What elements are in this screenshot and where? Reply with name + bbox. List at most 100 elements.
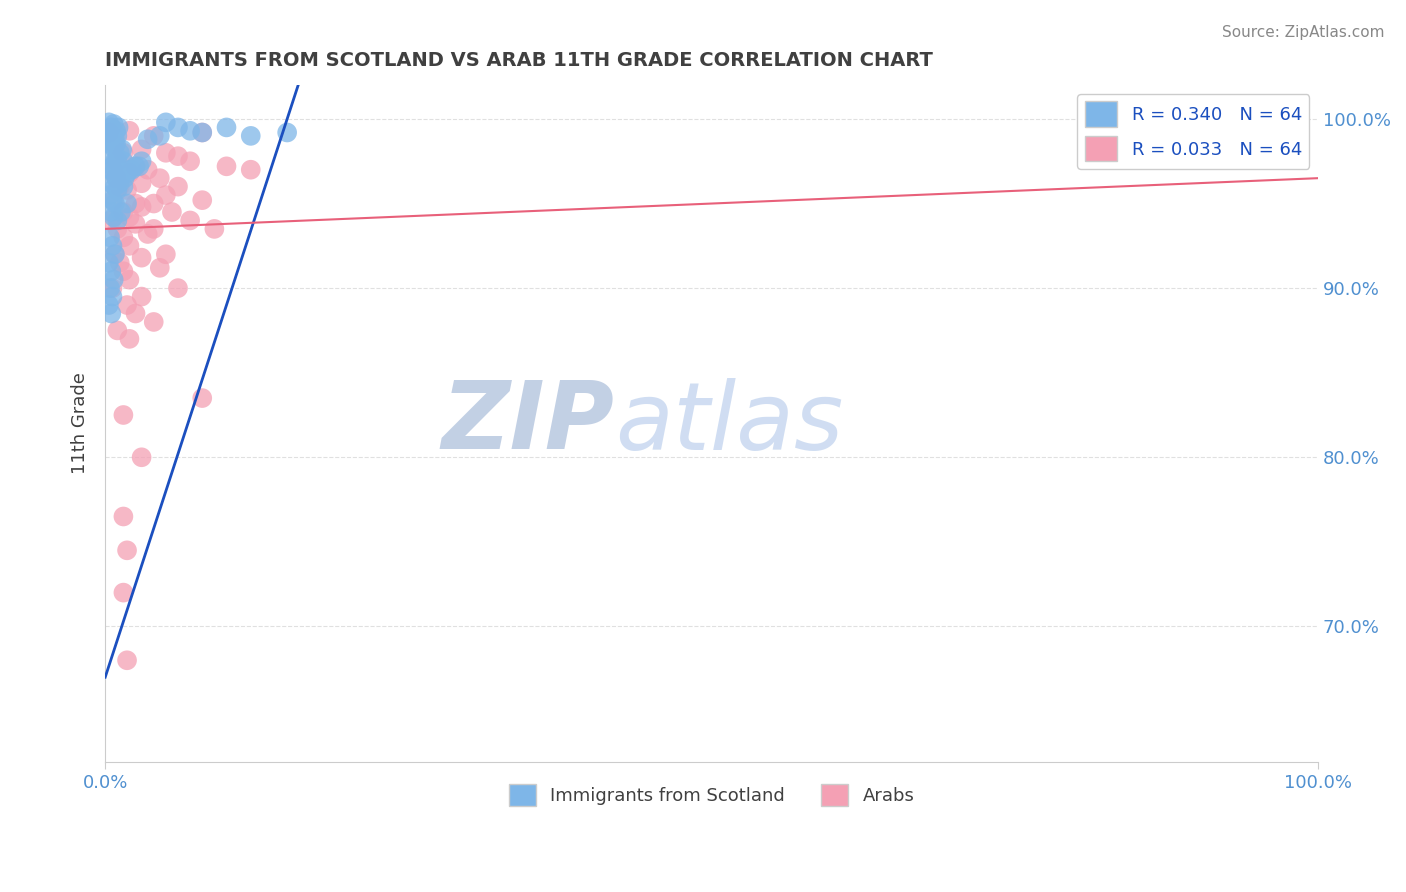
Point — [98, 162, 121, 177]
Point — [104, 247, 127, 261]
Point — [191, 126, 214, 140]
Text: IMMIGRANTS FROM SCOTLAND VS ARAB 11TH GRADE CORRELATION CHART: IMMIGRANTS FROM SCOTLAND VS ARAB 11TH GR… — [105, 51, 934, 70]
Point — [105, 151, 128, 165]
Point — [131, 142, 153, 156]
Point — [149, 128, 172, 143]
Point — [108, 256, 131, 270]
Point — [97, 126, 120, 140]
Point — [149, 260, 172, 275]
Point — [105, 183, 128, 197]
Point — [105, 154, 128, 169]
Text: atlas: atlas — [614, 378, 842, 469]
Point — [179, 124, 201, 138]
Point — [131, 154, 153, 169]
Point — [100, 120, 122, 135]
Point — [101, 126, 124, 140]
Point — [115, 653, 138, 667]
Point — [155, 188, 177, 202]
Point — [124, 306, 146, 320]
Point — [118, 210, 141, 224]
Point — [118, 273, 141, 287]
Point — [108, 145, 131, 160]
Point — [160, 205, 183, 219]
Point — [142, 196, 165, 211]
Point — [142, 222, 165, 236]
Point — [124, 217, 146, 231]
Point — [124, 159, 146, 173]
Point — [104, 247, 127, 261]
Point — [131, 176, 153, 190]
Point — [103, 273, 125, 287]
Point — [155, 115, 177, 129]
Point — [142, 315, 165, 329]
Point — [100, 137, 122, 152]
Point — [108, 179, 131, 194]
Point — [105, 171, 128, 186]
Point — [124, 159, 146, 173]
Point — [98, 281, 121, 295]
Point — [100, 120, 122, 135]
Point — [97, 134, 120, 148]
Point — [202, 222, 225, 236]
Point — [167, 120, 190, 135]
Point — [107, 120, 129, 135]
Point — [100, 213, 122, 227]
Point — [131, 200, 153, 214]
Point — [136, 162, 159, 177]
Point — [112, 509, 135, 524]
Point — [108, 176, 131, 190]
Point — [103, 166, 125, 180]
Point — [112, 179, 135, 194]
Point — [131, 251, 153, 265]
Point — [97, 115, 120, 129]
Point — [104, 132, 127, 146]
Text: Source: ZipAtlas.com: Source: ZipAtlas.com — [1222, 25, 1385, 40]
Point — [118, 332, 141, 346]
Point — [101, 281, 124, 295]
Point — [239, 162, 262, 177]
Point — [98, 230, 121, 244]
Point — [167, 179, 190, 194]
Point — [142, 128, 165, 143]
Point — [100, 149, 122, 163]
Point — [112, 264, 135, 278]
Point — [115, 196, 138, 211]
Point — [215, 159, 238, 173]
Point — [107, 162, 129, 177]
Point — [191, 126, 214, 140]
Point — [118, 166, 141, 180]
Point — [97, 256, 120, 270]
Point — [98, 188, 121, 202]
Point — [276, 126, 298, 140]
Point — [105, 124, 128, 138]
Point — [100, 176, 122, 190]
Point — [149, 171, 172, 186]
Point — [167, 149, 190, 163]
Point — [191, 391, 214, 405]
Point — [136, 227, 159, 241]
Point — [105, 213, 128, 227]
Point — [112, 408, 135, 422]
Point — [167, 281, 190, 295]
Point — [105, 222, 128, 236]
Point — [179, 154, 201, 169]
Point — [97, 298, 120, 312]
Point — [112, 145, 135, 160]
Point — [114, 171, 136, 186]
Point — [105, 171, 128, 186]
Point — [104, 137, 127, 152]
Point — [124, 196, 146, 211]
Point — [101, 289, 124, 303]
Point — [112, 585, 135, 599]
Point — [103, 117, 125, 131]
Point — [105, 137, 128, 152]
Point — [115, 543, 138, 558]
Point — [105, 128, 128, 143]
Point — [110, 205, 132, 219]
Point — [115, 166, 138, 180]
Point — [121, 162, 143, 177]
Y-axis label: 11th Grade: 11th Grade — [72, 373, 89, 475]
Point — [131, 289, 153, 303]
Point — [104, 154, 127, 169]
Point — [115, 298, 138, 312]
